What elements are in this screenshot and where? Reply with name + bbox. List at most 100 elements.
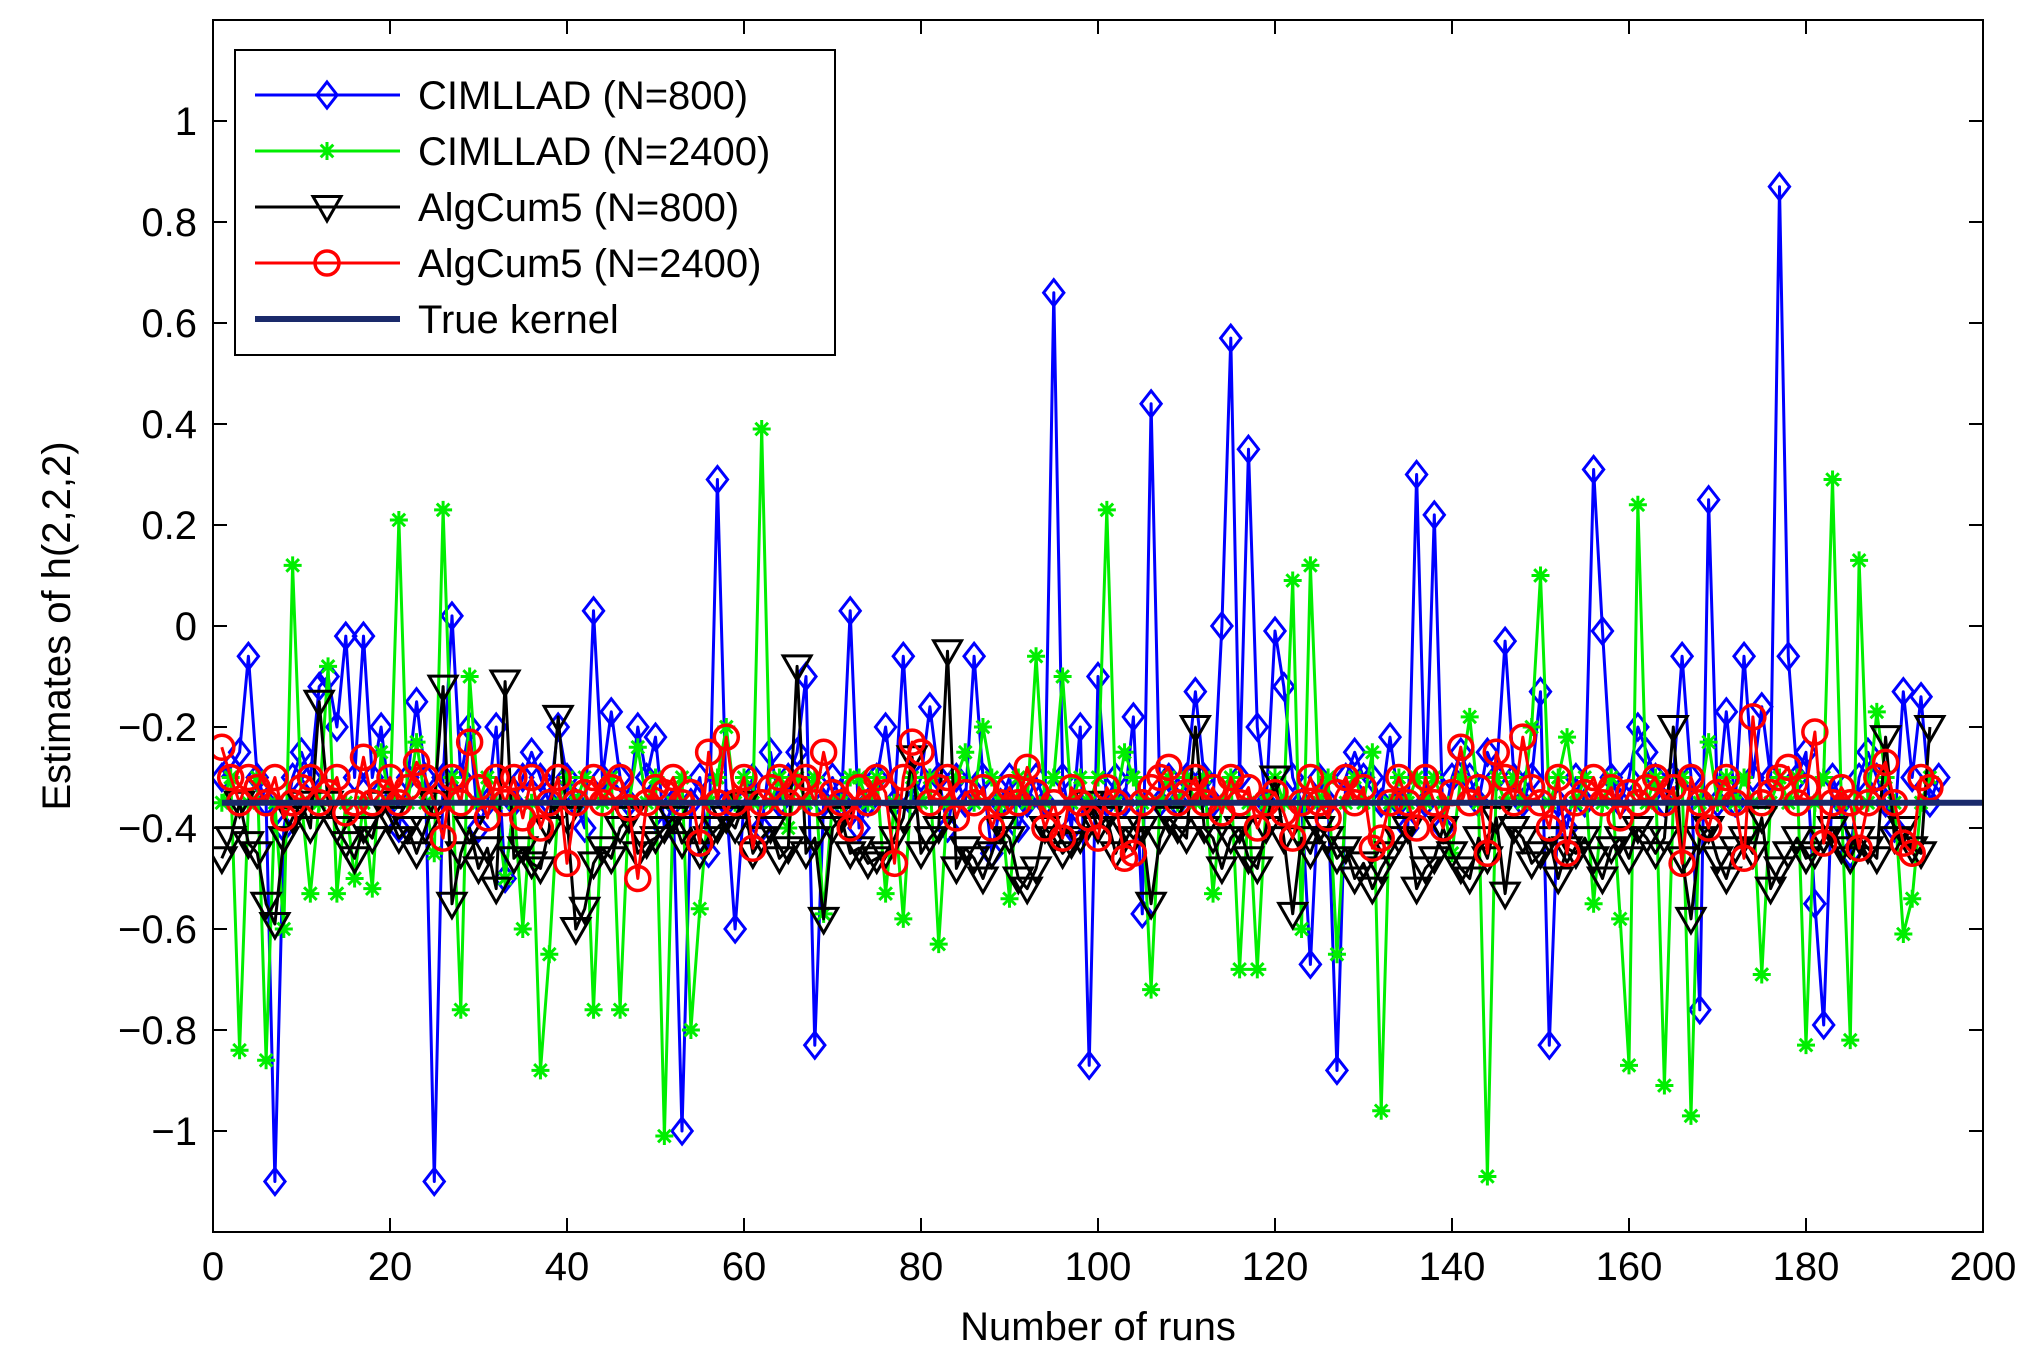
data-point-algcum5-800 [1143,826,1177,856]
data-point-algcum5-800 [1329,836,1363,866]
data-point-algcum5-800 [1585,866,1620,896]
data-point-cimllad-2400 [903,768,922,787]
legend-marker-algcum5-2400 [313,249,341,277]
y-tick-label: −0.8 [118,1009,197,1053]
data-point-algcum5-800 [444,841,478,871]
data-point-cimllad-2400 [1584,894,1603,913]
y-tick-label: 0.6 [141,302,197,346]
plot-frame [212,19,1984,1233]
data-point-algcum5-2400 [1792,773,1820,802]
data-point-algcum5-800 [992,826,1027,856]
data-point-cimllad-800 [1324,1054,1349,1086]
data-point-algcum5-2400 [473,804,502,832]
y-tick-label: 0.2 [141,504,197,548]
data-point-algcum5-800 [1665,846,1699,876]
data-point-algcum5-2400 [606,763,634,792]
data-point-algcum5-2400 [1013,753,1041,782]
data-point-algcum5-2400 [213,733,236,761]
data-point-algcum5-2400 [216,763,245,792]
data-point-cimllad-800 [1493,625,1518,657]
data-point-cimllad-2400 [1903,889,1922,908]
y-tick-label: 0 [175,605,197,649]
data-point-algcum5-800 [1577,846,1611,876]
data-point-cimllad-800 [917,691,942,723]
data-point-cimllad-800 [1802,888,1827,920]
data-point-algcum5-800 [1754,876,1788,906]
data-point-cimllad-2400 [628,738,647,757]
data-point-algcum5-2400 [1606,804,1634,832]
data-point-algcum5-2400 [1429,814,1457,842]
data-point-cimllad-2400 [1451,768,1470,787]
x-tick-label: 20 [368,1245,413,1289]
data-point-cimllad-800 [1891,676,1916,708]
data-point-algcum5-800 [1550,836,1584,866]
data-point-algcum5-2400 [1774,753,1803,782]
data-point-algcum5-800 [939,856,973,886]
data-point-algcum5-800 [1187,816,1221,846]
legend-marker-cimllad-2400 [318,142,336,160]
data-point-algcum5-800 [1134,891,1168,921]
x-tick-label: 140 [1419,1245,1486,1289]
data-point-algcum5-800 [1010,876,1044,906]
data-point-algcum5-800 [1355,876,1389,906]
data-point-algcum5-2400 [969,773,997,802]
data-point-cimllad-2400 [1283,571,1302,590]
data-point-cimllad-2400 [1620,1056,1638,1075]
data-point-algcum5-800 [1506,826,1540,856]
data-point-cimllad-800 [1900,762,1925,793]
data-point-cimllad-800 [1670,640,1695,672]
data-point-algcum5-800 [807,906,841,936]
data-point-cimllad-800 [1696,484,1721,516]
data-point-algcum5-2400 [1234,773,1263,802]
data-point-algcum5-800 [523,856,558,886]
data-point-algcum5-2400 [500,763,528,792]
data-point-algcum5-2400 [411,763,440,792]
data-point-cimllad-800 [1218,322,1243,354]
data-point-algcum5-800 [1700,846,1735,876]
data-point-algcum5-800 [1231,846,1266,876]
data-point-algcum5-2400 [1739,703,1767,731]
y-tick-label: 0.4 [141,403,197,447]
data-point-algcum5-800 [399,841,434,871]
data-point-cimllad-800 [1077,1049,1102,1081]
data-point-algcum5-800 [585,836,619,866]
data-point-algcum5-2400 [296,763,325,792]
y-axis-title: Estimates of h(2,2,2) [35,441,79,810]
data-point-algcum5-2400 [1491,763,1519,792]
data-point-algcum5-800 [1311,826,1345,856]
data-point-algcum5-2400 [712,723,741,751]
data-point-algcum5-2400 [1517,773,1546,802]
legend-markers [255,79,400,322]
data-point-cimllad-800 [873,711,898,743]
y-tick-label: −0.6 [118,908,197,952]
x-axis-title: Number of runs [960,1305,1236,1349]
data-point-cimllad-2400 [681,1021,700,1039]
data-point-algcum5-800 [1338,866,1372,896]
data-point-algcum5-800 [1001,866,1035,896]
data-point-algcum5-2400 [1385,763,1413,792]
data-point-algcum5-2400 [455,728,484,756]
data-point-cimllad-800 [802,1029,827,1061]
data-point-cimllad-2400 [274,920,293,938]
data-point-cimllad-800 [1041,277,1066,309]
y-tick-label: 0.8 [141,201,197,245]
data-point-algcum5-2400 [1349,773,1378,802]
data-point-algcum5-2400 [907,738,935,766]
data-point-algcum5-800 [1745,805,1779,835]
data-point-algcum5-2400 [1314,804,1342,832]
data-point-algcum5-2400 [1535,814,1564,842]
data-point-algcum5-2400 [1712,763,1741,792]
data-point-cimllad-2400 [1814,768,1833,787]
data-point-cimllad-2400 [558,768,576,787]
data-point-algcum5-800 [1612,846,1646,876]
data-point-cimllad-800 [793,661,818,692]
data-point-cimllad-800 [670,1115,695,1147]
data-point-cimllad-2400 [876,884,895,903]
data-point-algcum5-2400 [1084,824,1112,852]
data-point-cimllad-2400 [531,1061,550,1080]
data-point-algcum5-800 [1762,856,1797,886]
data-point-algcum5-800 [426,674,460,704]
data-point-algcum5-2400 [1473,839,1502,867]
data-point-algcum5-800 [559,917,593,947]
